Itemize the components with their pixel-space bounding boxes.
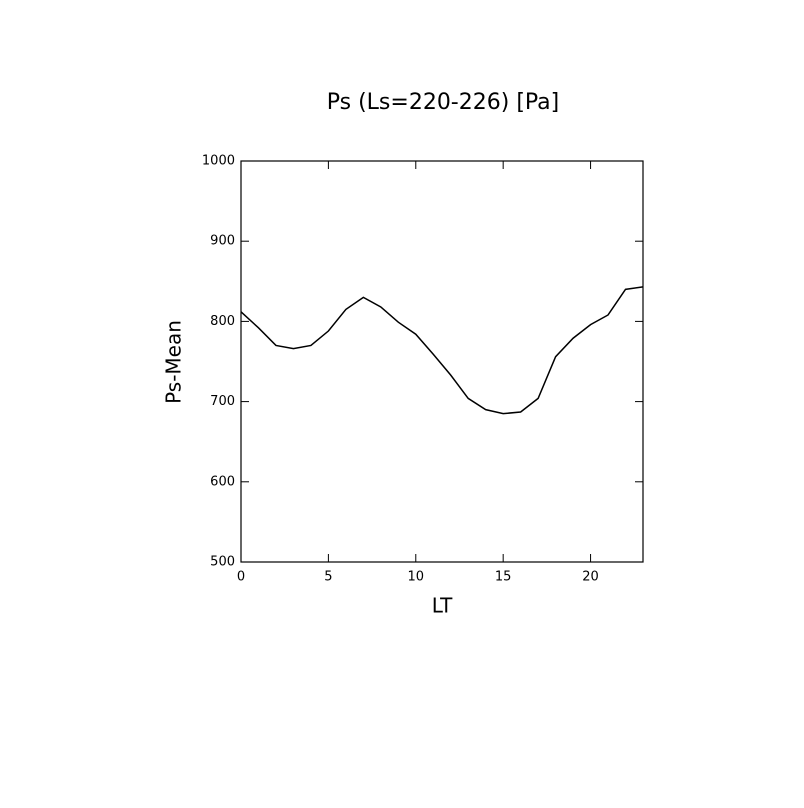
- y-tick-label: 500: [210, 555, 235, 570]
- y-tick-label: 600: [210, 474, 235, 489]
- x-tick-label: 10: [408, 570, 425, 585]
- y-tick-label: 900: [210, 234, 235, 249]
- y-axis-label: Ps-Mean: [162, 320, 186, 404]
- y-tick-label: 800: [210, 314, 235, 329]
- plot-frame: [240, 160, 644, 563]
- y-tick-label: 1000: [202, 154, 235, 169]
- y-tick-label: 700: [210, 394, 235, 409]
- x-tick-label: 20: [582, 570, 599, 585]
- x-tick-label: 15: [495, 570, 512, 585]
- x-tick-label: 0: [237, 570, 245, 585]
- x-axis-label: LT: [432, 594, 453, 618]
- chart-title: Ps (Ls=220-226) [Pa]: [327, 90, 560, 115]
- data-line: [240, 286, 644, 415]
- x-tick-label: 5: [324, 570, 332, 585]
